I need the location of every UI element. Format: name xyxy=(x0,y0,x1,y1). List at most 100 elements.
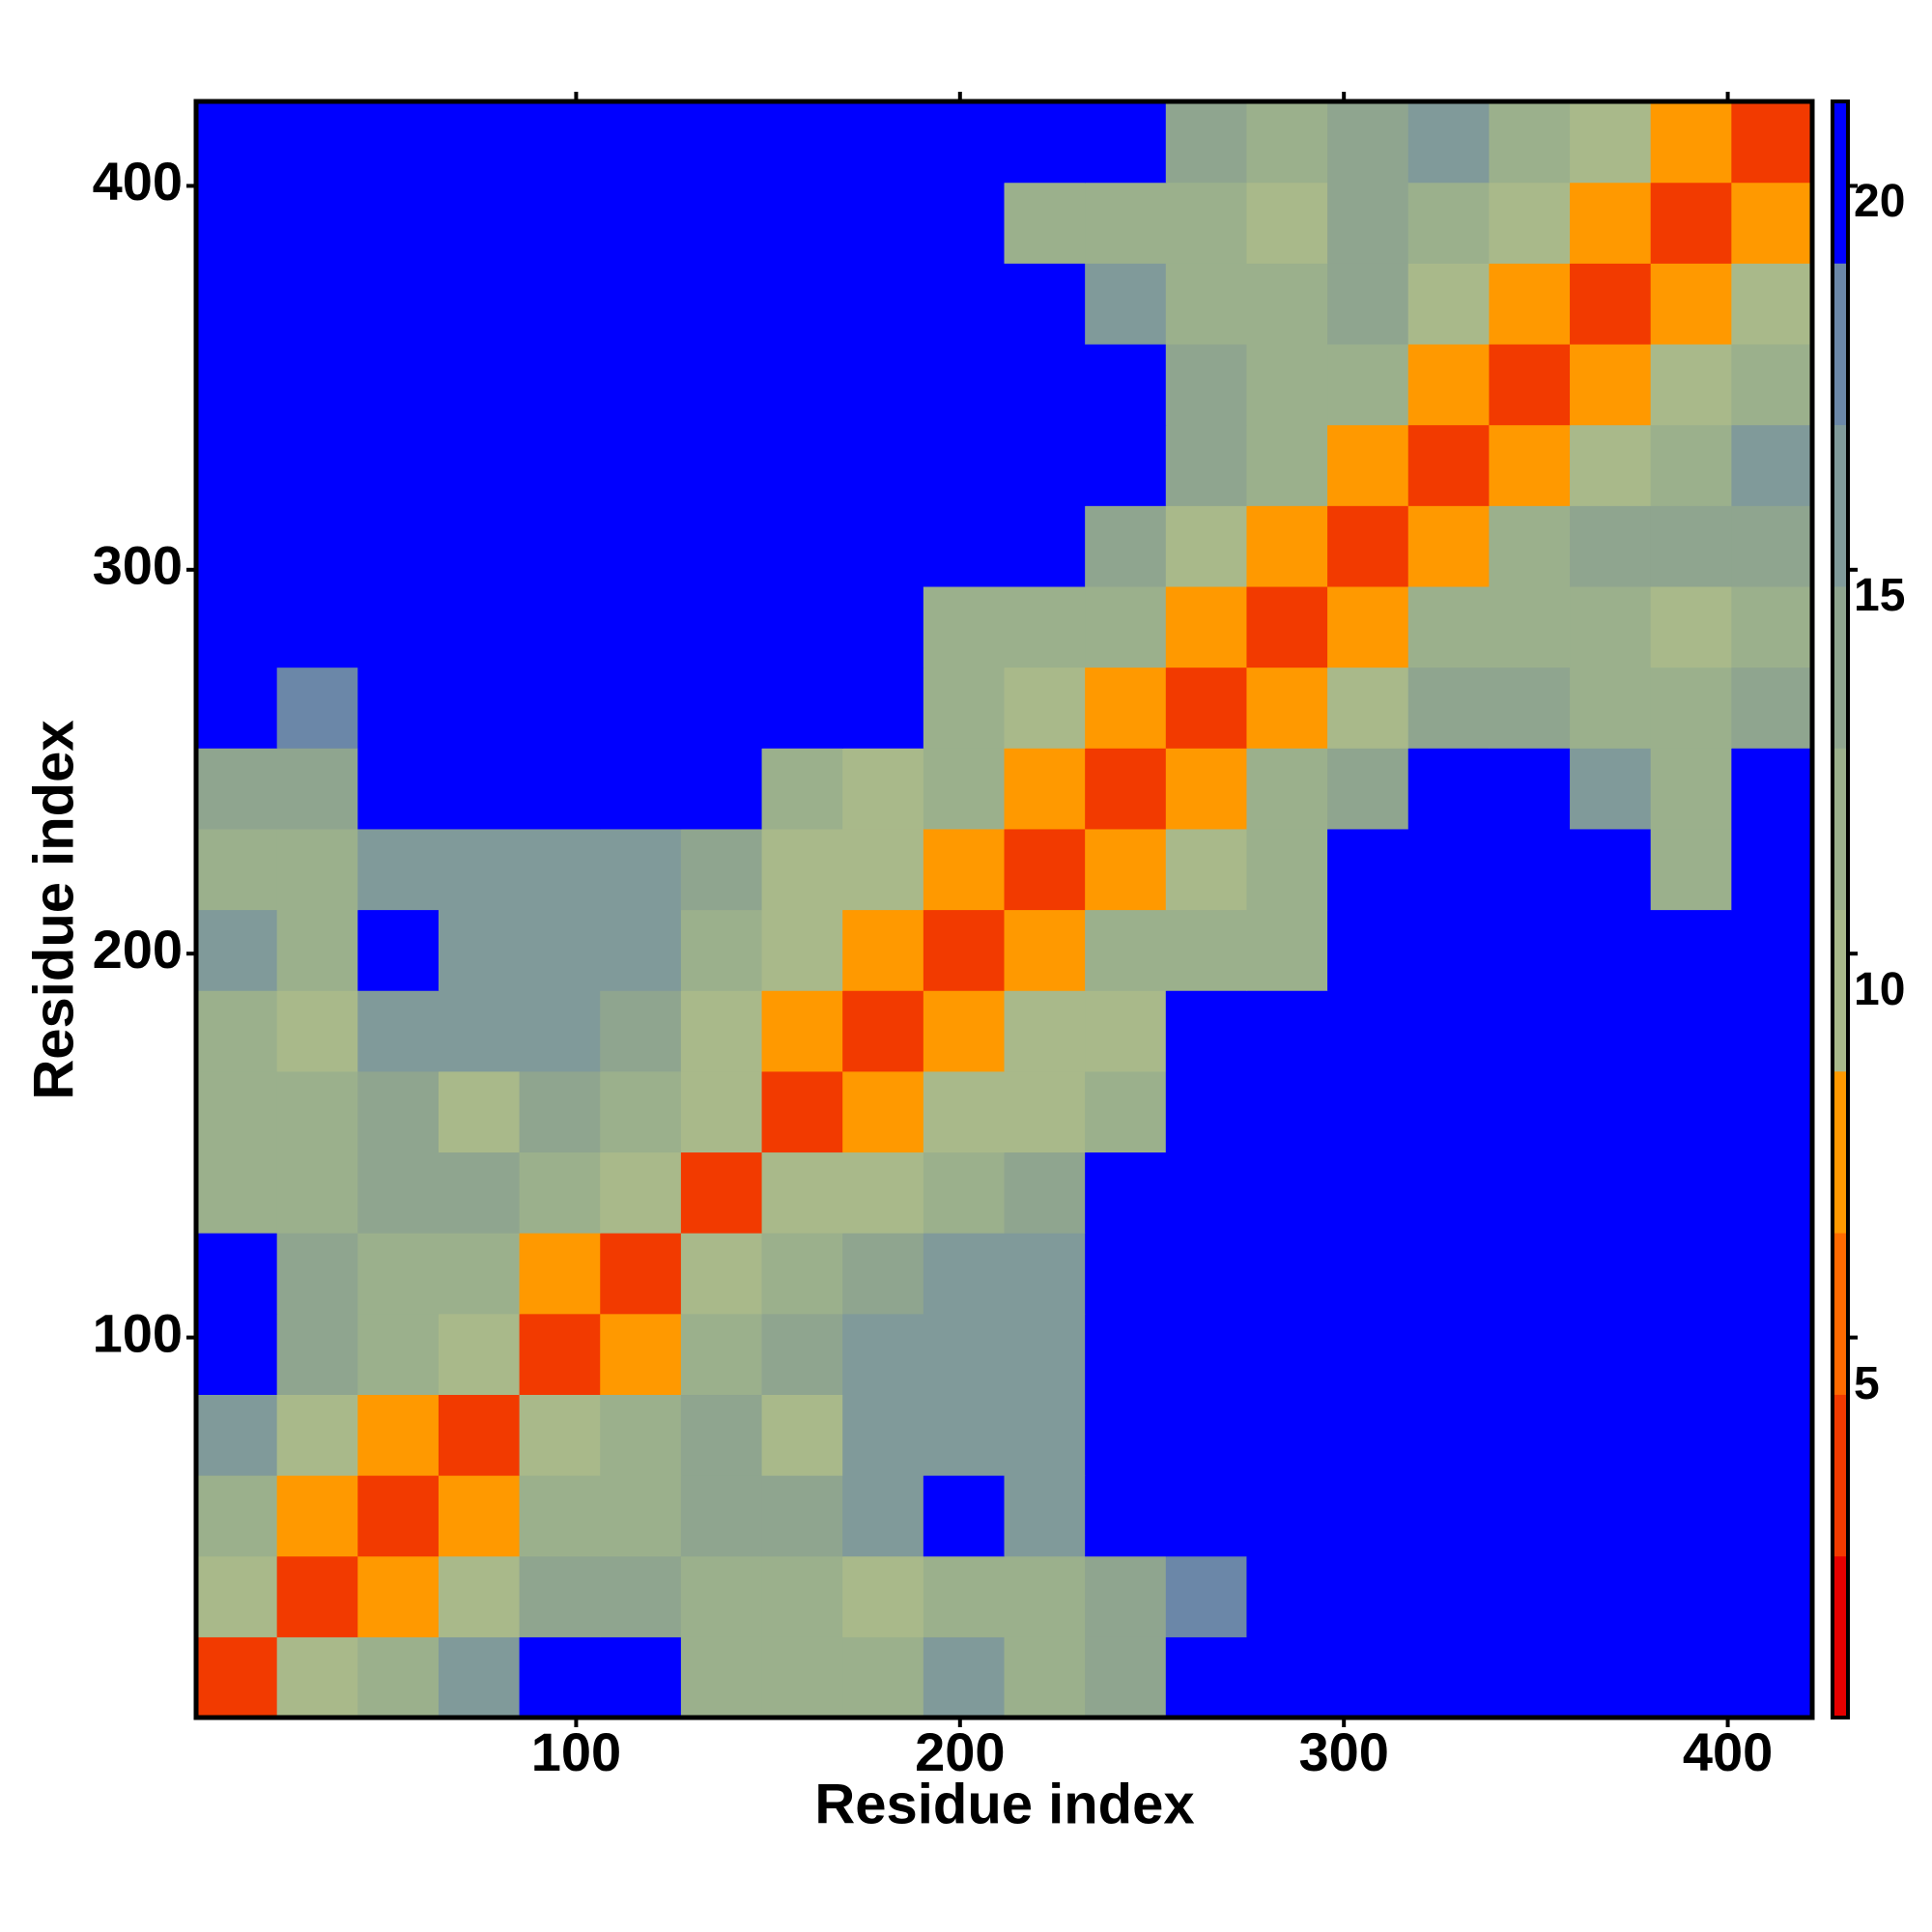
heatmap-cell xyxy=(1407,909,1490,991)
heatmap-cell xyxy=(1570,182,1652,264)
heatmap-cell xyxy=(1246,343,1328,426)
heatmap-cell xyxy=(923,1394,1006,1476)
heatmap-cell xyxy=(1489,1151,1571,1234)
heatmap-cell xyxy=(1165,1394,1248,1476)
heatmap-cell xyxy=(1489,505,1571,587)
heatmap-cell xyxy=(1085,667,1167,749)
heatmap-cell xyxy=(519,1313,601,1395)
heatmap-cell xyxy=(438,990,521,1072)
heatmap-cell xyxy=(842,1313,924,1395)
heatmap-cell xyxy=(761,343,843,426)
heatmap-cell xyxy=(357,1151,440,1234)
heatmap-cell xyxy=(438,828,521,911)
heatmap-cell xyxy=(1165,1070,1248,1153)
heatmap-cell xyxy=(519,343,601,426)
heatmap-cell xyxy=(1650,1394,1732,1476)
heatmap-cell xyxy=(1004,828,1086,911)
heatmap-cell xyxy=(1489,748,1571,830)
heatmap-cell xyxy=(842,263,924,345)
heatmap-cell xyxy=(1246,828,1328,911)
heatmap-cell xyxy=(1085,585,1167,668)
heatmap-cell xyxy=(680,1151,763,1234)
heatmap-cell xyxy=(1731,263,1813,345)
heatmap-cell xyxy=(1246,1070,1328,1153)
heatmap-cell xyxy=(761,1313,843,1395)
heatmap-cell xyxy=(1246,909,1328,991)
heatmap-cell xyxy=(1731,1233,1813,1315)
heatmap-cell xyxy=(1650,424,1732,506)
heatmap-cell xyxy=(1327,1555,1409,1637)
heatmap-cell xyxy=(1407,182,1490,264)
heatmap-cell xyxy=(357,505,440,587)
heatmap-cell xyxy=(1246,1475,1328,1557)
heatmap-cell xyxy=(519,424,601,506)
heatmap-cell xyxy=(357,1475,440,1557)
heatmap-cell xyxy=(1570,505,1652,587)
heatmap-cell xyxy=(600,828,682,911)
heatmap-cell xyxy=(923,1555,1006,1637)
heatmap-cell xyxy=(1327,828,1409,911)
heatmap-cell xyxy=(600,424,682,506)
heatmap-cell xyxy=(923,828,1006,911)
heatmap-cell xyxy=(842,1636,924,1719)
heatmap-cell xyxy=(1731,667,1813,749)
heatmap-cell xyxy=(1407,1233,1490,1315)
heatmap-cell xyxy=(1407,1070,1490,1153)
heatmap-cell xyxy=(1004,748,1086,830)
heatmap-cell xyxy=(1570,1475,1652,1557)
heatmap-cell xyxy=(1731,1475,1813,1557)
heatmap-cell xyxy=(1246,585,1328,668)
heatmap-cell xyxy=(1489,1394,1571,1476)
heatmap-cell xyxy=(1489,828,1571,911)
heatmap-cell xyxy=(600,748,682,830)
heatmap-cell xyxy=(438,101,521,184)
colorbar-step xyxy=(1833,101,1848,264)
x-axis-label: Residue index xyxy=(814,1773,1194,1835)
heatmap-cell xyxy=(1085,263,1167,345)
heatmap-cell xyxy=(196,1475,278,1557)
heatmap-cell xyxy=(1650,1555,1732,1637)
heatmap-cell xyxy=(1004,505,1086,587)
heatmap-cell xyxy=(1327,1394,1409,1476)
heatmap-cell xyxy=(1246,424,1328,506)
heatmap-cell xyxy=(1004,182,1086,264)
heatmap-cell xyxy=(519,263,601,345)
heatmap-cell xyxy=(1570,1394,1652,1476)
heatmap-cell xyxy=(842,909,924,991)
heatmap-cell xyxy=(761,1555,843,1637)
heatmap-cell xyxy=(196,182,278,264)
heatmap-cell xyxy=(1327,343,1409,426)
heatmap-cell xyxy=(1165,263,1248,345)
heatmap-cell xyxy=(1165,1475,1248,1557)
heatmap-cell xyxy=(1489,101,1571,184)
heatmap-cell xyxy=(761,748,843,830)
heatmap-cell xyxy=(1489,1070,1571,1153)
heatmap-cell xyxy=(357,828,440,911)
heatmap-cell xyxy=(438,1313,521,1395)
heatmap-cell xyxy=(842,748,924,830)
heatmap-cell xyxy=(1407,828,1490,911)
heatmap-cell xyxy=(1004,1070,1086,1153)
heatmap-cell xyxy=(680,828,763,911)
x-tick-label: 100 xyxy=(531,1721,621,1782)
heatmap-cell xyxy=(1246,1636,1328,1719)
heatmap xyxy=(196,101,1813,1719)
heatmap-cell xyxy=(600,1636,682,1719)
heatmap-cell xyxy=(1246,1555,1328,1637)
heatmap-cell xyxy=(276,505,358,587)
heatmap-cell xyxy=(1731,990,1813,1072)
heatmap-cell xyxy=(1085,748,1167,830)
heatmap-cell xyxy=(1165,1151,1248,1234)
heatmap-cell xyxy=(519,1555,601,1637)
heatmap-cell xyxy=(761,505,843,587)
heatmap-cell xyxy=(519,182,601,264)
heatmap-cell xyxy=(1165,585,1248,668)
heatmap-cell xyxy=(1004,1233,1086,1315)
heatmap-cell xyxy=(1327,263,1409,345)
heatmap-cell xyxy=(438,424,521,506)
heatmap-cell xyxy=(1407,1475,1490,1557)
heatmap-cell xyxy=(438,1070,521,1153)
heatmap-cell xyxy=(1085,828,1167,911)
heatmap-cell xyxy=(1489,990,1571,1072)
heatmap-cell xyxy=(1165,1636,1248,1719)
